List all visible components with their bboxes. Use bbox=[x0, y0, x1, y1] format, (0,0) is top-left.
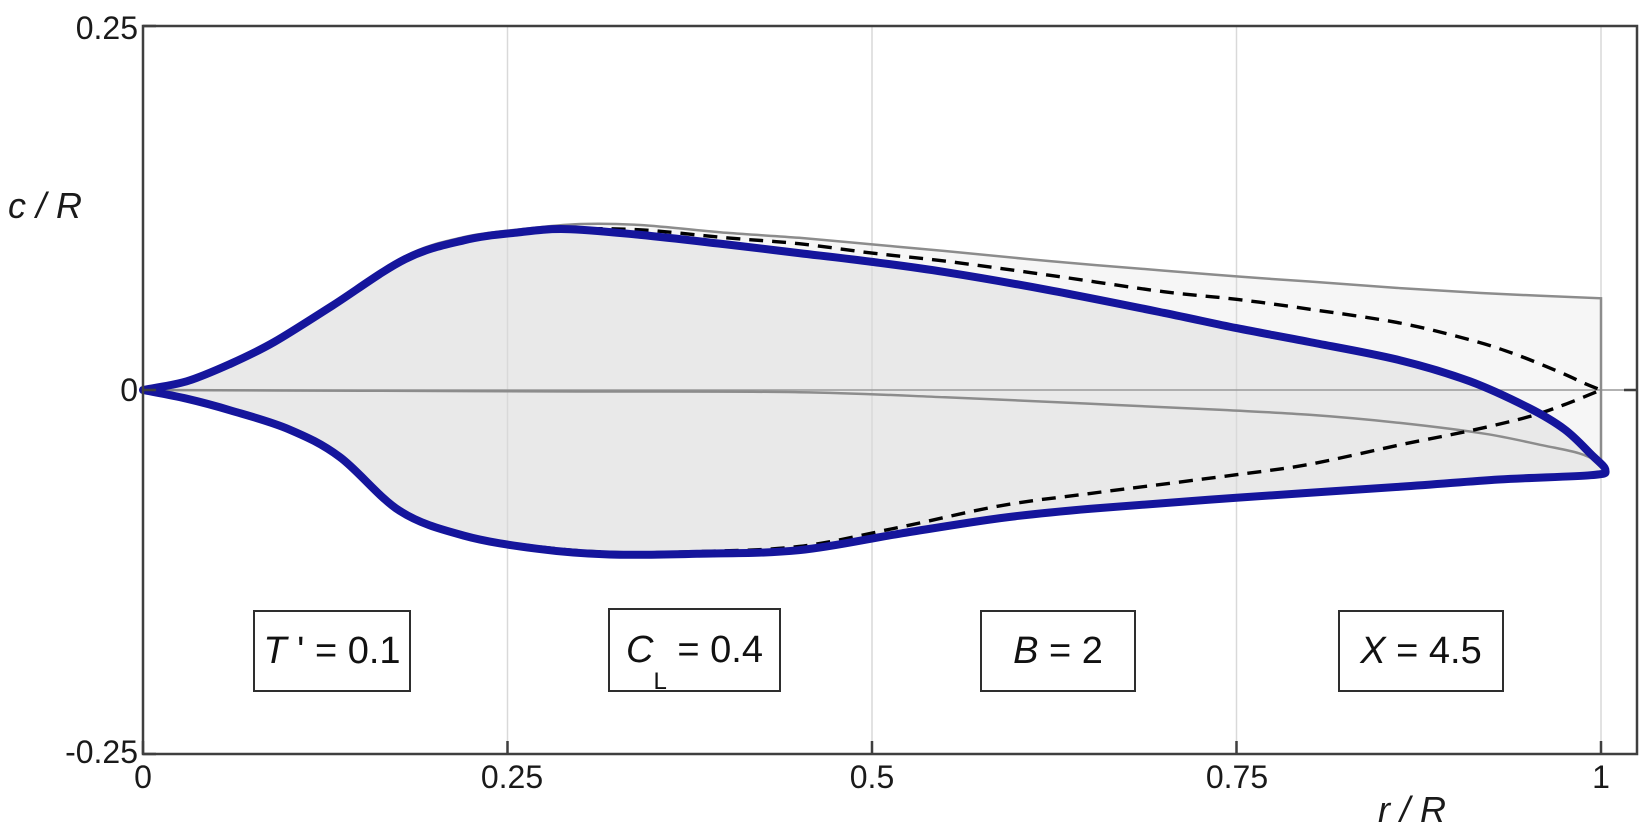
param-variable: B bbox=[1013, 629, 1039, 672]
param-value: ' = 0.1 bbox=[286, 629, 401, 672]
x-tick-label-0: 0 bbox=[134, 759, 152, 795]
param-box-thrust-coefficient: T ' = 0.1 bbox=[253, 610, 411, 692]
x-tick-label-0.5: 0.5 bbox=[849, 759, 895, 795]
x-tick-label-0.25: 0.25 bbox=[480, 759, 544, 795]
param-value: = 2 bbox=[1038, 629, 1103, 672]
param-box-tip-speed-ratio: X = 4.5 bbox=[1338, 610, 1504, 692]
x-tick-label-1: 1 bbox=[1592, 759, 1610, 795]
tip-loss-curve-lower bbox=[142, 388, 1602, 555]
param-value: = 0.4 bbox=[666, 628, 763, 671]
blade-planform-fill bbox=[143, 229, 1606, 555]
param-variable: C bbox=[626, 628, 654, 671]
axis-tick-marks bbox=[141, 24, 1637, 756]
x-tick-label-0.75: 0.75 bbox=[1205, 759, 1269, 795]
y-tick-label-neg-0.25: -0.25 bbox=[65, 734, 138, 770]
y-axis-label: c / R bbox=[8, 185, 83, 226]
param-subscript: L bbox=[653, 668, 667, 695]
param-variable: T bbox=[263, 629, 287, 672]
param-box-blade-count: B = 2 bbox=[980, 610, 1136, 692]
x-axis-label: r / R bbox=[1378, 789, 1446, 830]
y-tick-label-0.25: 0.25 bbox=[75, 10, 138, 46]
y-tick-label-0: 0 bbox=[120, 372, 138, 408]
blade-outline-curve bbox=[139, 225, 1610, 559]
param-value: = 4.5 bbox=[1385, 629, 1482, 672]
param-variable: X bbox=[1360, 629, 1386, 672]
